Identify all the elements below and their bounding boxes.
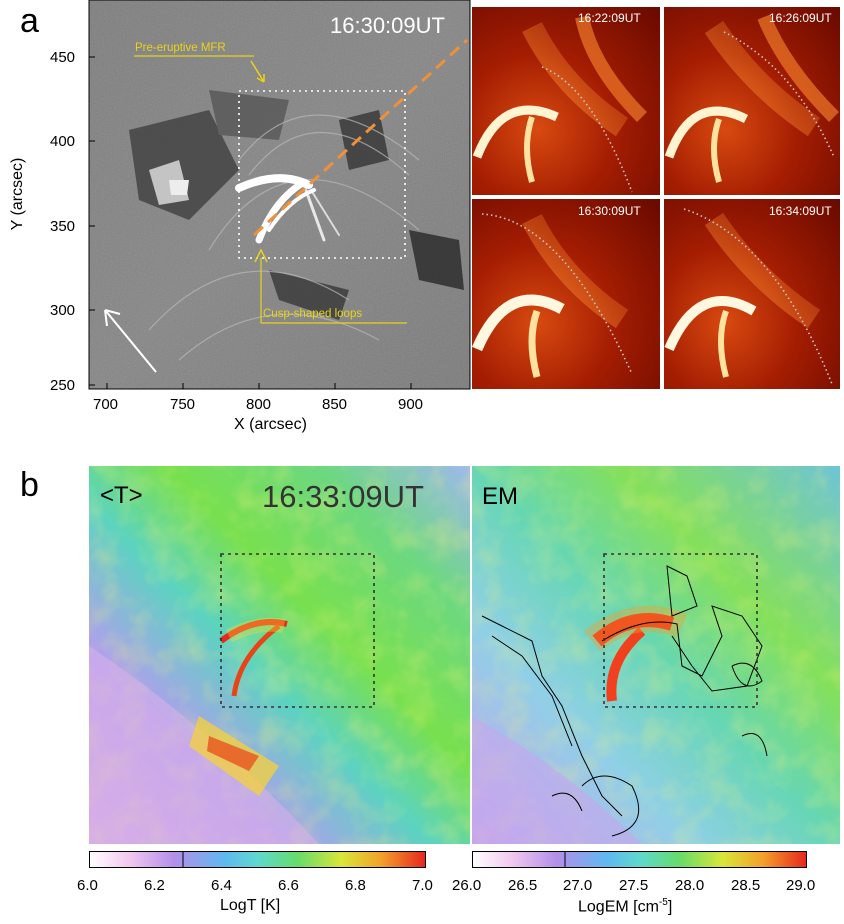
inset-image-2	[664, 7, 840, 195]
cbar-t-tick: 6.6	[278, 877, 299, 894]
panel-a-ytick: 400	[50, 133, 76, 150]
panel-a-main-image	[89, 0, 470, 389]
cbar-em-title: LogEM [cm-5]	[578, 898, 672, 915]
emission-measure-label: EM	[482, 483, 518, 510]
cbar-em-title-sup: -5	[658, 897, 668, 908]
panel-a-ytick: 250	[50, 377, 76, 394]
cbar-em-tick: 27.5	[619, 877, 649, 894]
panel-a-ytick: 300	[50, 302, 76, 319]
cbar-t-tick: 6.0	[77, 877, 98, 894]
inset-3-time: 16:30:09UT	[578, 204, 641, 218]
temperature-map	[89, 466, 470, 844]
cbar-t-tick: 6.8	[345, 877, 366, 894]
temperature-colorbar	[89, 851, 426, 868]
panel-a-ytick: 450	[50, 49, 76, 66]
cbar-em-tick: 26.5	[508, 877, 538, 894]
annotation-cusp: Cusp-shaped loops	[263, 308, 363, 320]
inset-2-time: 16:26:09UT	[769, 11, 832, 25]
cbar-t-tick: 6.2	[144, 877, 165, 894]
panel-a-ytitle: Y (arcsec)	[9, 157, 26, 231]
inset-1-time: 16:22:09UT	[578, 11, 641, 25]
panel-a-xtick: 850	[322, 396, 348, 413]
cbar-em-tick: 28.5	[731, 877, 761, 894]
cbar-em-tick: 27.0	[563, 877, 593, 894]
cbar-t-title: LogT [K]	[220, 897, 281, 914]
cbar-em-tick: 28.0	[675, 877, 705, 894]
panel-b-timestamp: 16:33:09UT	[262, 479, 424, 514]
panel-a-xtick: 750	[170, 396, 196, 413]
panel-a-xtick: 900	[398, 396, 424, 413]
panel-a-ytick: 350	[50, 218, 76, 235]
panel-a-xtick: 800	[246, 396, 272, 413]
cbar-t-tick: 6.4	[211, 877, 232, 894]
emission-measure-colorbar	[472, 851, 807, 868]
emission-measure-map	[472, 466, 840, 844]
cbar-em-tick: 26.0	[452, 877, 482, 894]
panel-a-axes	[88, 0, 471, 390]
inset-4-time: 16:34:09UT	[769, 204, 832, 218]
annotation-mfr: Pre-eruptive MFR	[135, 42, 226, 54]
panel-b-label: b	[20, 466, 39, 504]
cbar-em-title-end: ]	[667, 898, 673, 916]
temperature-label: <T>	[100, 482, 143, 509]
cbar-em-title-main: LogEM [cm	[578, 898, 659, 916]
cbar-em-tick: 29.0	[786, 877, 816, 894]
panel-a-xtitle: X (arcsec)	[234, 416, 307, 433]
panel-a-timestamp: 16:30:09UT	[330, 13, 445, 38]
panel-a-label: a	[20, 2, 39, 40]
inset-image-3	[472, 199, 660, 389]
panel-a-xtick: 700	[93, 396, 119, 413]
inset-image-1	[472, 7, 660, 195]
cbar-t-tick: 7.0	[412, 877, 433, 894]
inset-image-4	[664, 199, 840, 389]
